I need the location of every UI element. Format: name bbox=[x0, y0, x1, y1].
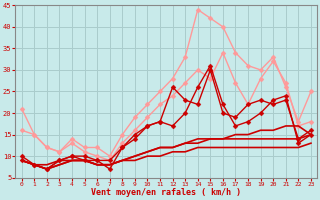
X-axis label: Vent moyen/en rafales ( km/h ): Vent moyen/en rafales ( km/h ) bbox=[91, 188, 241, 197]
